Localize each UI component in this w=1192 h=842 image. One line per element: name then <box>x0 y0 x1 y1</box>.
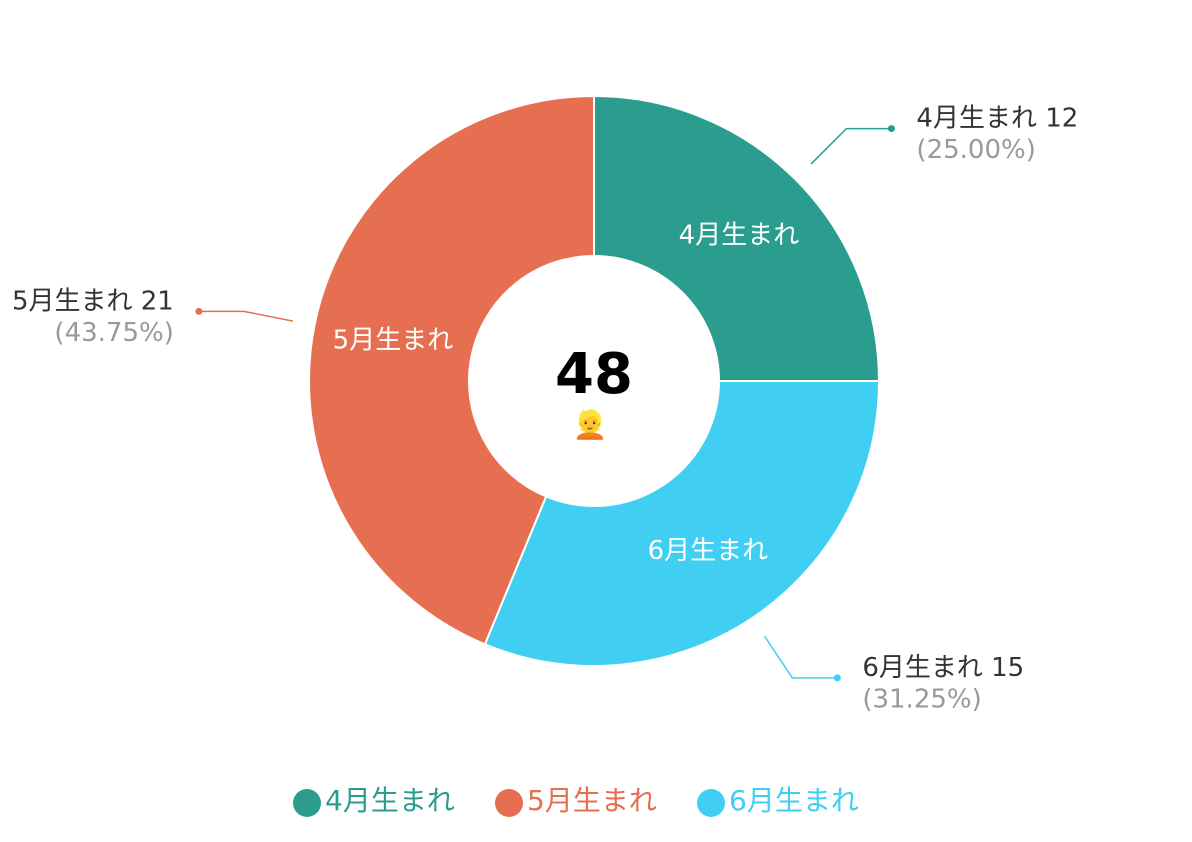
outer-label: 5月生まれ 21 <box>12 286 174 316</box>
leader-dot <box>833 674 841 682</box>
leader-line <box>763 635 838 679</box>
center-icon: 👱 <box>573 407 608 441</box>
percent-label: (25.00%) <box>916 135 1035 165</box>
percent-label: (43.75%) <box>54 318 173 348</box>
slice <box>307 94 595 646</box>
legend-label: 6月生まれ <box>729 784 859 817</box>
legend-dot <box>293 789 321 817</box>
legend-dot <box>697 789 725 817</box>
outer-label-value: 12 <box>1045 103 1078 133</box>
slices <box>307 94 881 668</box>
outer-label-name: 6月生まれ <box>862 652 983 682</box>
leader-line <box>198 310 294 322</box>
outer-label-value: 21 <box>141 286 174 316</box>
leader-line <box>810 127 892 165</box>
outer-label-value: 15 <box>991 652 1024 682</box>
legend-label: 5月生まれ <box>527 784 657 817</box>
slice <box>483 380 881 668</box>
center-total: 48 <box>555 342 633 407</box>
outer-label-name: 5月生まれ <box>12 286 133 316</box>
slice-label: 4月生まれ <box>679 221 800 251</box>
leader-dot <box>195 307 203 315</box>
leader-dot <box>887 125 895 133</box>
outer-label-name: 4月生まれ <box>916 103 1037 133</box>
slice <box>593 94 881 382</box>
slice-label: 6月生まれ <box>648 536 769 566</box>
legend-dot <box>495 789 523 817</box>
legend-label: 4月生まれ <box>325 784 455 817</box>
slice-label: 5月生まれ <box>333 326 454 356</box>
outer-label: 6月生まれ 15 <box>862 652 1024 682</box>
percent-label: (31.25%) <box>862 684 981 714</box>
outer-label: 4月生まれ 12 <box>916 103 1078 133</box>
